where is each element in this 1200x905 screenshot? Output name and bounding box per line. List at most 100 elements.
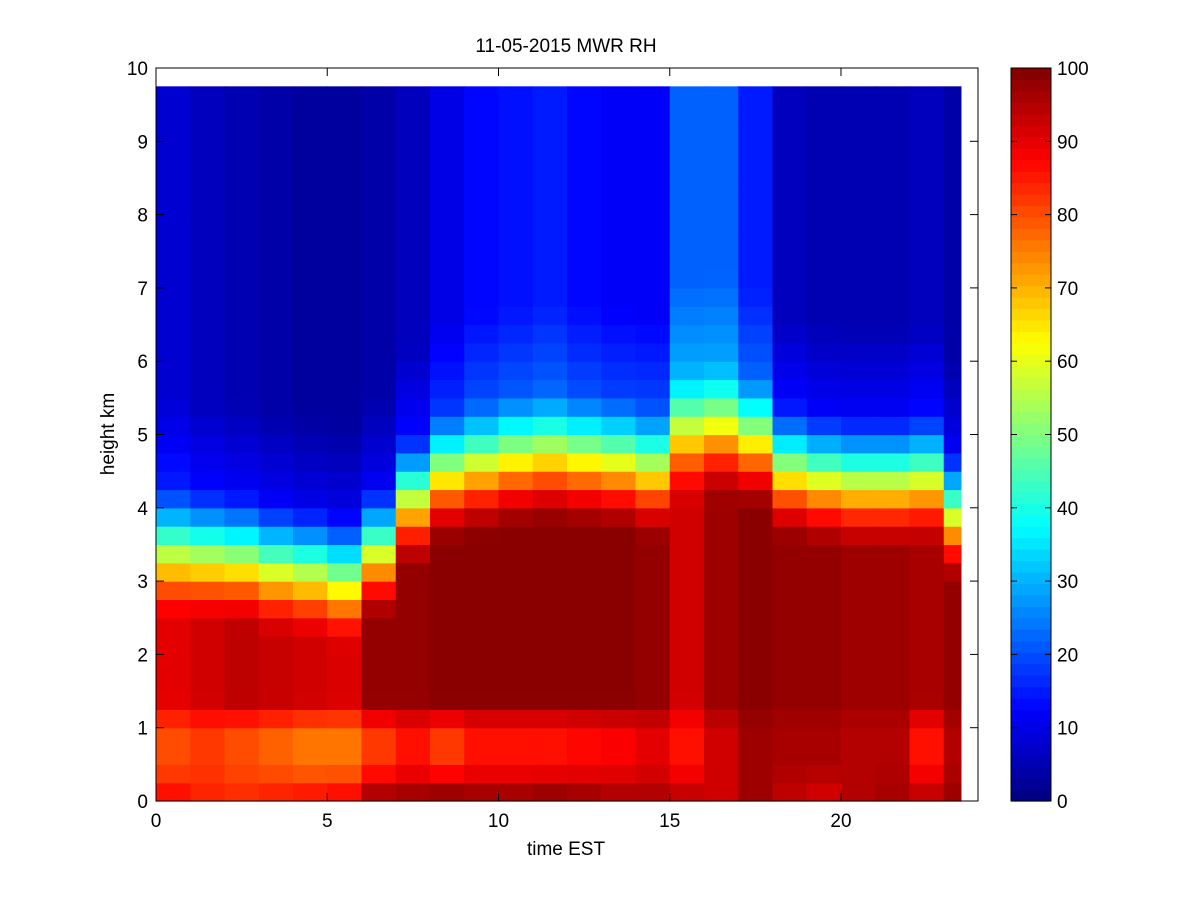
colorbar-segment xyxy=(1011,423,1051,436)
heatmap-cell xyxy=(532,342,568,362)
heatmap-cell xyxy=(498,691,534,710)
colorbar-segment xyxy=(1011,571,1051,584)
heatmap-cell xyxy=(156,452,191,472)
colorbar-segment xyxy=(1011,342,1051,355)
heatmap-cell xyxy=(772,232,808,252)
heatmap-cell xyxy=(293,196,328,216)
heatmap-cell xyxy=(258,636,294,655)
heatmap-cell xyxy=(293,782,328,802)
heatmap-cell xyxy=(430,507,465,527)
colorbar-segment xyxy=(1011,113,1051,126)
heatmap-cell xyxy=(498,379,534,399)
heatmap-cell xyxy=(669,727,705,747)
heatmap-cell xyxy=(395,86,431,106)
heatmap-cell xyxy=(464,306,500,326)
heatmap-cell xyxy=(738,599,774,619)
heatmap-cell xyxy=(395,287,431,307)
heatmap-cell xyxy=(567,691,602,710)
heatmap-cell xyxy=(464,617,500,637)
heatmap-cell xyxy=(464,251,500,271)
heatmap-cell xyxy=(909,104,945,124)
heatmap-cell xyxy=(635,141,671,161)
heatmap-cell xyxy=(327,617,363,637)
heatmap-cell xyxy=(395,269,431,289)
heatmap-cell xyxy=(943,489,962,509)
heatmap-cell xyxy=(258,104,294,124)
heatmap-cell xyxy=(943,232,962,252)
heatmap-cell xyxy=(258,691,294,710)
heatmap-cell xyxy=(875,159,911,179)
heatmap-cell xyxy=(738,177,774,197)
heatmap-cell xyxy=(258,269,294,289)
heatmap-cell xyxy=(875,104,911,124)
heatmap-cell xyxy=(635,672,671,692)
y-tick-label: 3 xyxy=(137,572,148,593)
heatmap-cell xyxy=(395,727,431,747)
heatmap-cell xyxy=(841,727,876,747)
heatmap-cell xyxy=(258,324,294,344)
heatmap-cell xyxy=(635,489,671,509)
heatmap-cell xyxy=(293,232,328,252)
heatmap-cell xyxy=(601,196,637,216)
heatmap-cell xyxy=(669,122,705,142)
colorbar-segment xyxy=(1011,205,1051,218)
heatmap-cell xyxy=(293,691,328,710)
heatmap-cell xyxy=(943,141,962,161)
heatmap-cell xyxy=(806,141,842,161)
heatmap-cell xyxy=(567,141,602,161)
heatmap-cell xyxy=(841,251,876,271)
heatmap-cell xyxy=(772,636,808,655)
heatmap-cell xyxy=(772,342,808,362)
heatmap-cell xyxy=(498,324,534,344)
heatmap-cell xyxy=(258,544,294,564)
heatmap-cell xyxy=(498,471,534,491)
colorbar-segment xyxy=(1011,79,1051,92)
heatmap-cell xyxy=(669,764,705,784)
heatmap-cell xyxy=(224,672,260,692)
heatmap-cell xyxy=(156,379,191,399)
colorbar-segment xyxy=(1011,90,1051,103)
heatmap-cell xyxy=(464,379,500,399)
heatmap-cell xyxy=(190,397,226,417)
heatmap-cell xyxy=(293,287,328,307)
heatmap-cell xyxy=(772,159,808,179)
heatmap-cell xyxy=(430,562,465,582)
heatmap-cell xyxy=(806,196,842,216)
heatmap-cell xyxy=(669,159,705,179)
heatmap-cell xyxy=(875,214,911,234)
heatmap-cell xyxy=(464,599,500,619)
heatmap-cell xyxy=(772,654,808,674)
heatmap-cell xyxy=(738,526,774,546)
heatmap-cell xyxy=(601,562,637,582)
heatmap-cell xyxy=(498,251,534,271)
heatmap-cell xyxy=(498,416,534,436)
heatmap-cell xyxy=(327,287,363,307)
heatmap-cell xyxy=(669,599,705,619)
heatmap-cell xyxy=(224,727,260,747)
heatmap-cell xyxy=(361,507,397,527)
heatmap-cell xyxy=(806,782,842,802)
heatmap-cell xyxy=(258,581,294,601)
heatmap-cell xyxy=(601,342,637,362)
heatmap-cell xyxy=(772,141,808,161)
heatmap-cell xyxy=(635,782,671,802)
heatmap-cell xyxy=(841,617,876,637)
heatmap-cell xyxy=(327,251,363,271)
heatmap-cell xyxy=(875,269,911,289)
heatmap-cell xyxy=(704,214,739,234)
heatmap-cell xyxy=(498,122,534,142)
heatmap-cell xyxy=(361,104,397,124)
heatmap-cell xyxy=(635,691,671,710)
heatmap-cell xyxy=(361,159,397,179)
x-tick-label: 0 xyxy=(151,811,162,832)
heatmap-cell xyxy=(635,727,671,747)
colorbar-segment xyxy=(1011,663,1051,676)
colorbar-segment xyxy=(1011,491,1051,504)
heatmap-cell xyxy=(875,361,911,381)
heatmap-cell xyxy=(669,746,705,765)
heatmap-cell xyxy=(704,746,739,765)
colorbar-segment xyxy=(1011,468,1051,481)
heatmap-cell xyxy=(909,196,945,216)
heatmap-cell xyxy=(875,782,911,802)
heatmap-cell xyxy=(806,397,842,417)
